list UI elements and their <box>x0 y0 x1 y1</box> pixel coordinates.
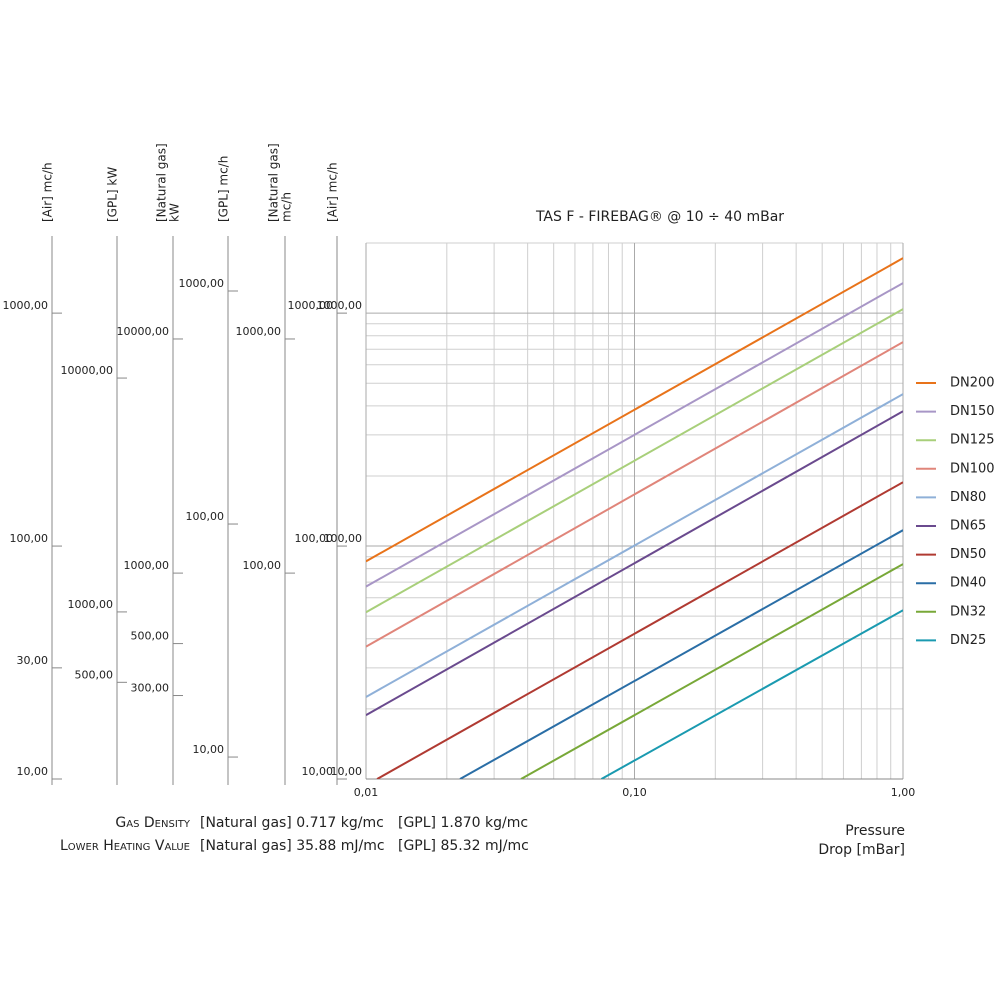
legend-label: DN40 <box>950 576 986 591</box>
x-tick-label: 0,01 <box>354 786 379 799</box>
legend-label: DN150 <box>950 404 995 419</box>
side-axis-tick-label: 10000,00 <box>117 325 170 338</box>
note-natural-gas: [Natural gas] 35.88 mJ/mc <box>200 838 385 854</box>
plot-area <box>366 257 903 779</box>
series-line <box>376 481 903 779</box>
legend-label: DN25 <box>950 633 986 648</box>
y-tick-label: 10,00 <box>331 765 363 778</box>
series-line <box>366 410 903 717</box>
side-axis-tick-label: 10000,00 <box>61 364 114 377</box>
side-axis-tick-label: 100,00 <box>243 559 282 572</box>
x-axis-label: Pressure <box>845 823 905 839</box>
side-axis-label: [GPL] kW <box>106 167 120 222</box>
side-axis-tick-label: 10,00 <box>193 743 225 756</box>
side-axis-tick-label: 10,00 <box>17 765 49 778</box>
side-axis-label: [Natural gas] <box>267 143 281 222</box>
side-axis-label: [Air] mc/h <box>326 162 340 222</box>
series-line <box>366 393 903 698</box>
legend-label: DN80 <box>950 490 986 505</box>
side-axis-label: mc/h <box>280 192 294 222</box>
series-line <box>459 529 903 779</box>
side-axis-tick-label: 100,00 <box>186 510 225 523</box>
side-axis-tick-label: 1000,00 <box>68 598 114 611</box>
side-axis-tick-label: 1000,00 <box>179 277 225 290</box>
note-gpl: [GPL] 1.870 kg/mc <box>398 815 528 831</box>
side-axis-tick-label: 500,00 <box>75 668 114 681</box>
legend-label: DN125 <box>950 433 995 448</box>
side-axis-label: kW <box>168 203 182 222</box>
side-axis-tick-label: 1000,00 <box>288 299 334 312</box>
series-line <box>366 282 903 588</box>
side-axis-tick-label: 100,00 <box>295 532 334 545</box>
note-label: Lower Heating Value <box>60 838 190 854</box>
note-gpl: [GPL] 85.32 mJ/mc <box>398 838 529 854</box>
side-axis-label: [Natural gas] <box>155 143 169 222</box>
y-tick-label: 1000,00 <box>317 299 363 312</box>
series-line <box>600 609 903 779</box>
x-tick-label: 0,10 <box>622 786 647 799</box>
side-axis-label: [Air] mc/h <box>41 162 55 222</box>
side-axis-tick-label: 30,00 <box>17 654 49 667</box>
legend-label: DN50 <box>950 547 986 562</box>
side-axis-tick-label: 500,00 <box>131 630 170 643</box>
legend-label: DN100 <box>950 461 995 476</box>
side-axis-tick-label: 1000,00 <box>236 325 282 338</box>
side-axis-tick-label: 100,00 <box>10 532 49 545</box>
side-axis-tick-label: 1000,00 <box>3 299 49 312</box>
note-natural-gas: [Natural gas] 0.717 kg/mc <box>200 815 384 831</box>
legend-label: DN32 <box>950 604 986 619</box>
legend-label: DN200 <box>950 376 995 391</box>
legend-label: DN65 <box>950 519 986 534</box>
series-line <box>366 341 903 648</box>
side-axis-tick-label: 300,00 <box>131 682 170 695</box>
note-label: Gas Density <box>115 815 190 831</box>
series-line <box>366 257 903 563</box>
series-line <box>520 563 903 779</box>
side-axis-label: [GPL] mc/h <box>217 156 231 222</box>
y-tick-label: 100,00 <box>324 532 363 545</box>
side-axis-tick-label: 1000,00 <box>124 559 170 572</box>
x-axis-label: Drop [mBar] <box>818 842 905 858</box>
series-line <box>366 308 903 614</box>
side-axis-tick-label: 10,00 <box>302 765 334 778</box>
x-tick-label: 1,00 <box>891 786 916 799</box>
chart-title: TAS F - FIREBAG® @ 10 ÷ 40 mBar <box>535 209 784 225</box>
